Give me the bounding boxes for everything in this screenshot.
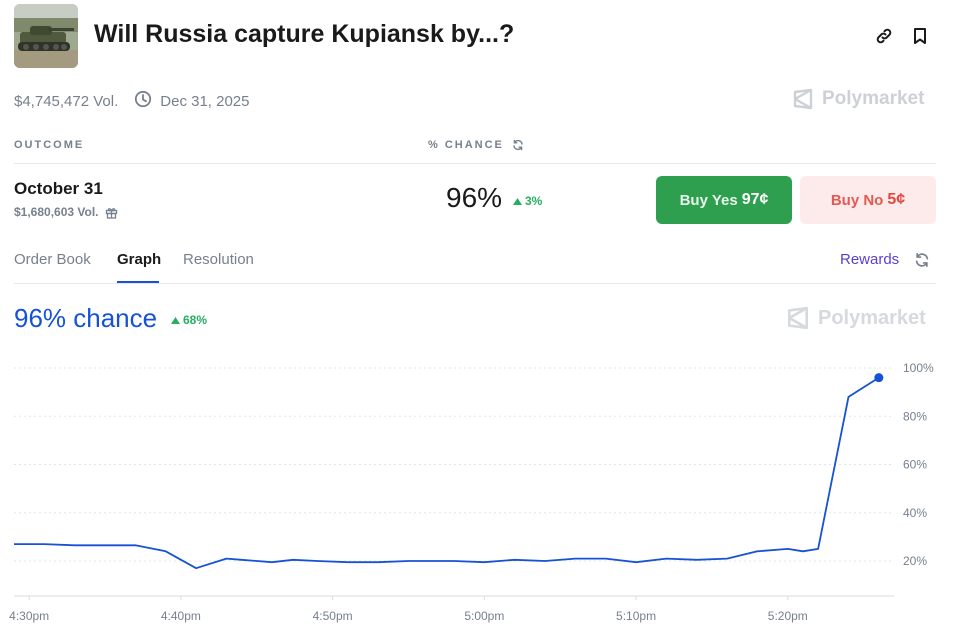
outcome-column-header: OUTCOME: [14, 139, 85, 151]
polymarket-logo: Polymarket: [792, 88, 924, 110]
series-end-point: [874, 373, 884, 383]
outcome-volume-row: $1,680,603 Vol.: [14, 205, 118, 219]
buy-no-price: 5¢: [887, 191, 906, 208]
buy-no-button[interactable]: Buy No 5¢: [800, 176, 936, 224]
market-thumbnail: [14, 4, 78, 68]
chance-column-label: % CHANCE: [428, 139, 504, 151]
market-volume: $4,745,472 Vol.: [14, 92, 119, 110]
rewards-link[interactable]: Rewards: [840, 251, 900, 268]
graph-delta-value: 68%: [183, 313, 208, 327]
buy-yes-label: Buy Yes: [679, 191, 738, 209]
buy-yes-button[interactable]: Buy Yes 97¢: [656, 176, 792, 224]
tab-order-book[interactable]: Order Book: [14, 251, 91, 268]
x-tick-label: 4:40pm: [161, 609, 201, 623]
graph-chance: 96% chance: [14, 303, 158, 333]
rewards-refresh-icon[interactable]: [914, 252, 930, 273]
outcome-delta-value: 3%: [525, 194, 543, 208]
clock-icon: [134, 90, 152, 112]
outcome-volume: $1,680,603 Vol.: [14, 205, 99, 219]
buy-yes-price: 97¢: [741, 191, 769, 208]
outcome-chance: 96%: [446, 182, 503, 213]
table-divider: [14, 163, 936, 164]
y-tick-label: 100%: [903, 361, 934, 375]
gift-icon[interactable]: [105, 206, 118, 219]
x-tick-label: 5:00pm: [464, 609, 504, 623]
outcome-name: October 31: [14, 179, 103, 198]
triangle-up-icon: [513, 197, 522, 205]
tab-resolution[interactable]: Resolution: [183, 251, 254, 268]
x-tick-label: 4:30pm: [9, 609, 49, 623]
polymarket-watermark-text: Polymarket: [818, 306, 926, 329]
polymarket-watermark-icon: [787, 306, 809, 330]
y-tick-label: 60%: [903, 458, 927, 472]
bookmark-icon[interactable]: [910, 26, 930, 46]
y-tick-label: 20%: [903, 554, 927, 568]
refresh-icon[interactable]: [512, 139, 524, 151]
active-tab-indicator: [117, 281, 159, 283]
x-tick-label: 5:20pm: [768, 609, 808, 623]
market-end-date: Dec 31, 2025: [160, 92, 250, 110]
price-chart[interactable]: 20% 40% 60% 80% 100% 4:30pm 4:40pm 4:50pm 5:00pm…: [0, 350, 953, 632]
polymarket-logo-text: Polymarket: [822, 88, 925, 109]
x-tick-label: 5:10pm: [616, 609, 656, 623]
series-line: [14, 376, 880, 570]
x-tick-label: 4:50pm: [313, 609, 353, 623]
buy-no-label: Buy No: [830, 191, 884, 209]
chance-column-header: % CHANCE: [428, 139, 524, 151]
y-tick-label: 80%: [903, 409, 927, 423]
link-icon[interactable]: [874, 26, 894, 46]
graph-delta: 68%: [171, 313, 207, 327]
tabs-divider: [14, 283, 936, 284]
market-meta: $4,745,472 Vol. Dec 31, 2025: [14, 90, 250, 112]
y-tick-label: 40%: [903, 506, 927, 520]
market-title: Will Russia capture Kupiansk by...?: [94, 20, 515, 48]
outcome-delta: 3%: [513, 194, 542, 208]
graph-watermark: Polymarket: [786, 306, 926, 330]
tab-graph[interactable]: Graph: [117, 251, 162, 268]
triangle-up-icon: [171, 316, 180, 324]
polymarket-logo-icon: [793, 88, 813, 110]
